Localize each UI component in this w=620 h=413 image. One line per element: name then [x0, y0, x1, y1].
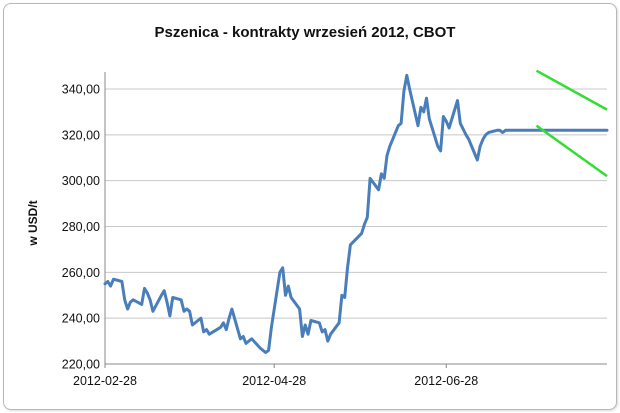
y-tick-label: 320,00 [62, 128, 100, 142]
y-tick-label: 260,00 [62, 266, 100, 280]
trend-lines [535, 69, 608, 178]
chart-title: Pszenica - kontrakty wrzesień 2012, CBOT [155, 24, 456, 41]
y-tick-label: 280,00 [62, 220, 100, 234]
trend-line [535, 69, 608, 111]
y-axis-ticks: 220,00 240,00 260,00 280,00 300,00 320,00 340,… [62, 83, 100, 372]
y-axis-label: w USD/t [26, 200, 40, 246]
y-tick-label: 300,00 [62, 174, 100, 188]
series-group [103, 73, 609, 354]
x-tick-label: 2012-04-28 [242, 374, 306, 388]
series-line [103, 73, 609, 354]
x-tick-label: 2012-06-28 [414, 374, 478, 388]
trend-line [535, 124, 608, 178]
y-tick-label: 220,00 [62, 358, 100, 372]
x-axis-ticks: 2012-02-28 2012-04-28 2012-06-28 [73, 364, 478, 388]
gridlines [105, 88, 607, 319]
y-tick-label: 340,00 [62, 83, 100, 97]
y-tick-label: 240,00 [62, 312, 100, 326]
x-tick-label: 2012-02-28 [73, 374, 137, 388]
